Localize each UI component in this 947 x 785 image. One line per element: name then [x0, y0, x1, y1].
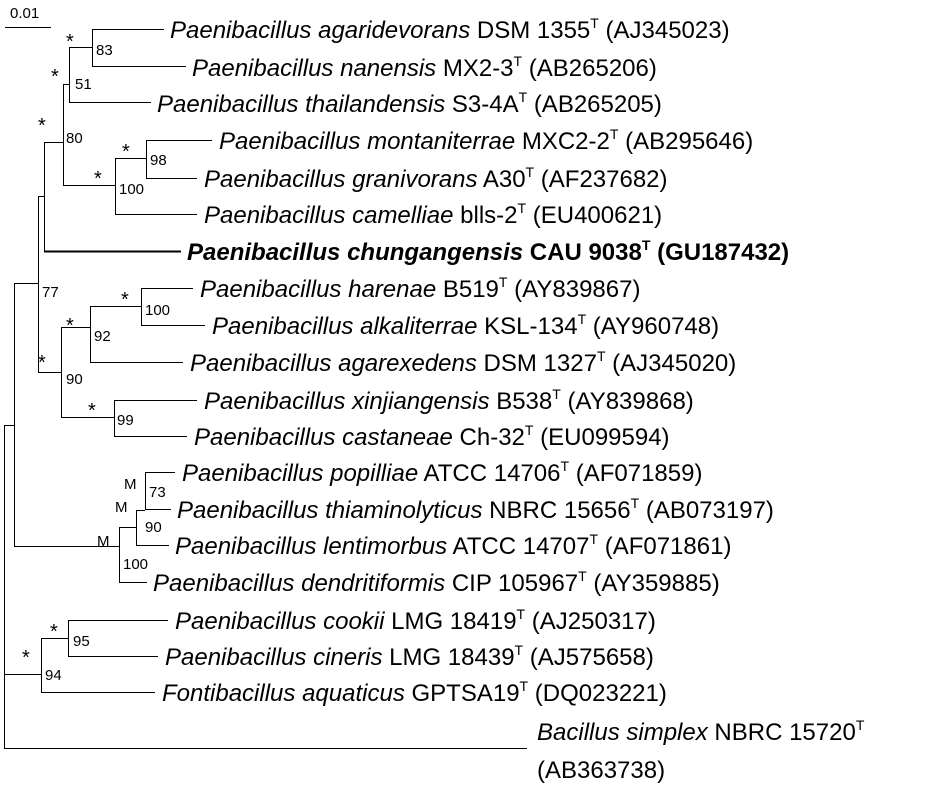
taxon-label-paenibacillus-harenae: Paenibacillus harenae B519T (AY839867) — [200, 266, 640, 303]
node-mark-agaridevorans-nanensis: * — [66, 31, 74, 53]
taxon-accession-bacillus-simplex: (AB363738) — [537, 757, 665, 784]
bootstrap-xinjiangensis-castaneae: 99 — [117, 412, 134, 429]
bootstrap-agaridevorans-nanensis: 83 — [96, 42, 113, 59]
scale-bar-label: 0.01 — [10, 5, 39, 22]
taxon-label-paenibacillus-cineris: Paenibacillus cineris LMG 18439T (AJ5756… — [165, 634, 654, 671]
scale-bar: 0.01 — [5, 5, 51, 28]
taxon-label-paenibacillus-nanensis: Paenibacillus nanensis MX2-3T (AB265206) — [192, 45, 657, 82]
taxon-label-paenibacillus-granivorans: Paenibacillus granivorans A30T (AF237682… — [204, 156, 668, 193]
node-mark-harenae-alkaliterrae: * — [121, 289, 129, 311]
taxon-label-fontibacillus-aquaticus: Fontibacillus aquaticus GPTSA19T (DQ0232… — [162, 670, 667, 707]
bootstrap-harenae-alkaliterrae: 100 — [145, 302, 170, 319]
taxon-label-paenibacillus-agaridevorans: Paenibacillus agaridevorans DSM 1355T (A… — [170, 7, 730, 44]
taxon-label-paenibacillus-cookii: Paenibacillus cookii LMG 18419T (AJ25031… — [175, 598, 656, 635]
node-mark-montaniterrae-granivorans: * — [122, 141, 130, 163]
taxon-label-paenibacillus-thailandensis: Paenibacillus thailandensis S3-4AT (AB26… — [157, 81, 662, 118]
node-mark-cookii-cineris: * — [50, 621, 58, 643]
bootstrap-montaniterrae-granivorans: 98 — [150, 152, 167, 169]
node-mark-nanensis-thailandensis: * — [51, 66, 59, 88]
bootstrap-dendritiformis-group: 100 — [123, 556, 148, 573]
taxon-label-paenibacillus-agarexedens: Paenibacillus agarexedens DSM 1327T (AJ3… — [190, 340, 736, 377]
taxon-labels: Paenibacillus agaridevorans DSM 1355T (A… — [153, 7, 865, 784]
node-mark-popilliae-thiaminolyticus: M — [124, 476, 137, 493]
bootstrap-fontibacillus-group: 94 — [45, 667, 62, 684]
tree-branches — [4, 29, 527, 749]
taxon-label-paenibacillus-chungangensis: Paenibacillus chungangensis CAU 9038T (G… — [187, 229, 789, 266]
taxon-label-paenibacillus-xinjiangensis: Paenibacillus xinjiangensis B538T (AY839… — [204, 378, 694, 415]
taxon-label-paenibacillus-camelliae: Paenibacillus camelliae blls-2T (EU40062… — [204, 192, 662, 229]
bootstrap-cookii-cineris: 95 — [73, 633, 90, 650]
node-mark-fontibacillus-group: * — [22, 647, 30, 669]
bootstrap-camelliae-group: 100 — [119, 181, 144, 198]
node-mark-harenae-xinjiang-group: * — [38, 352, 46, 374]
taxon-label-paenibacillus-popilliae: Paenibacillus popilliae ATCC 14706T (AF0… — [182, 450, 702, 487]
taxon-label-paenibacillus-castaneae: Paenibacillus castaneae Ch-32T (EU099594… — [194, 414, 670, 451]
node-mark-dendritiformis-group: M — [97, 533, 110, 550]
bootstrap-nanensis-thailandensis: 51 — [75, 76, 92, 93]
bootstrap-lentimorbus-group: 90 — [145, 519, 162, 536]
taxon-label-paenibacillus-lentimorbus: Paenibacillus lentimorbus ATCC 14707T (A… — [175, 523, 731, 560]
node-mark-upper-group: * — [38, 115, 46, 137]
bootstrap-agarexedens-group: 92 — [94, 328, 111, 345]
node-mark-xinjiangensis-castaneae: * — [88, 400, 96, 422]
taxon-label-paenibacillus-montaniterrae: Paenibacillus montaniterrae MXC2-2T (AB2… — [219, 118, 753, 155]
bootstrap-harenae-xinjiang-group: 90 — [66, 371, 83, 388]
taxon-label-bacillus-simplex: Bacillus simplex NBRC 15720T — [537, 717, 865, 746]
taxon-label-paenibacillus-dendritiformis: Paenibacillus dendritiformis CIP 105967T… — [153, 560, 720, 597]
node-mark-camelliae-group: * — [94, 168, 102, 190]
bootstrap-chungangensis-group: 77 — [42, 284, 59, 301]
node-mark-lentimorbus-group: M — [115, 499, 128, 516]
bootstrap-upper-group: 80 — [66, 130, 83, 147]
taxon-label-paenibacillus-alkaliterrae: Paenibacillus alkaliterrae KSL-134T (AY9… — [212, 303, 719, 340]
node-labels: * 83 * 51 * 80 * 98 * 100 77 * 100 * 92 … — [22, 31, 170, 684]
bootstrap-popilliae-thiaminolyticus: 73 — [149, 484, 166, 501]
node-mark-agarexedens-group: * — [66, 315, 74, 337]
taxon-label-paenibacillus-thiaminolyticus: Paenibacillus thiaminolyticus NBRC 15656… — [177, 487, 774, 524]
